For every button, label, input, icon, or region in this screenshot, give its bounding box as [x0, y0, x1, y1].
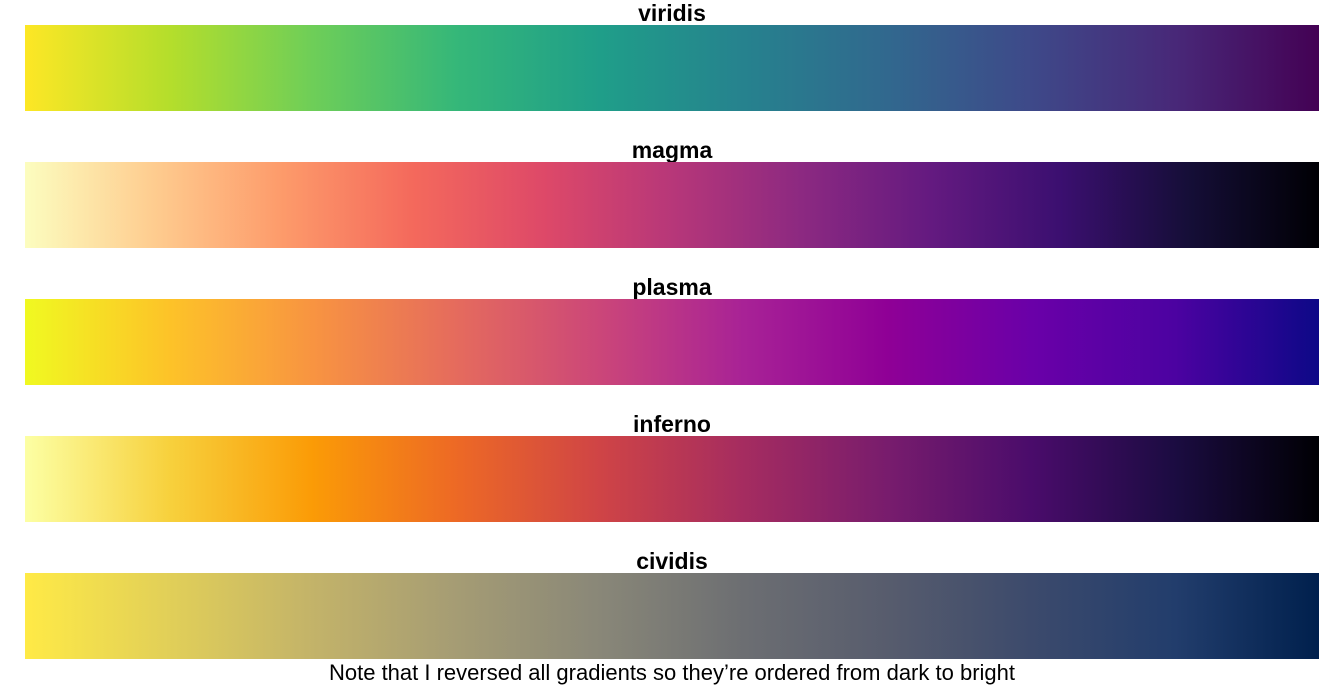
gradient-bar	[25, 573, 1319, 659]
gradient-bar	[25, 436, 1319, 522]
gradient-bar	[25, 299, 1319, 385]
palette-title: magma	[631, 137, 713, 163]
palette-title: plasma	[632, 274, 712, 300]
palette-title: cividis	[636, 548, 708, 574]
palette-title: viridis	[638, 0, 706, 26]
caption: Note that I reversed all gradients so th…	[328, 660, 1015, 685]
gradient-bar	[25, 162, 1319, 248]
gradient-bar	[25, 25, 1319, 111]
palette-title: inferno	[633, 411, 711, 437]
